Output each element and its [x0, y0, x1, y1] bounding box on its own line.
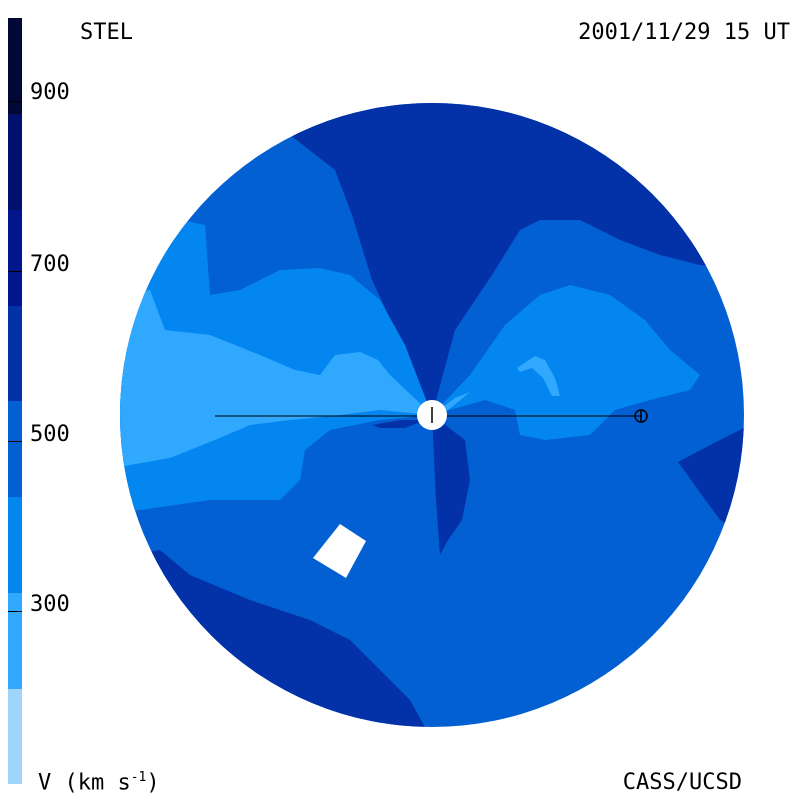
colorbar-tick-900: [8, 101, 22, 102]
colorbar-band: [8, 496, 22, 593]
speed-region-300-400-west: [120, 290, 432, 470]
speed-region-west-sliver: [372, 420, 425, 428]
colorbar-band: [8, 18, 22, 114]
speed-region-300-400-east: [517, 356, 560, 396]
colorbar-band: [8, 113, 22, 210]
units-label: V (km s-1): [38, 770, 160, 796]
colorbar-tick-700: [8, 271, 22, 272]
colorbar-tick-label-900: 900: [30, 80, 70, 105]
credit-label: CASS/UCSD: [622, 770, 742, 795]
colorbar-tick-500: [8, 441, 22, 442]
colorbar-tick-label-500: 500: [30, 422, 70, 447]
colorbar-band: [8, 401, 22, 497]
colorbar: [8, 18, 22, 785]
speed-region-400-500-east: [432, 285, 700, 440]
colorbar-band: [8, 209, 22, 306]
colorbar-tick-300: [8, 611, 22, 612]
colorbar-tick-label-700: 700: [30, 252, 70, 277]
colorbar-band: [8, 592, 22, 689]
earth-icon: [634, 409, 648, 423]
colorbar-band: [8, 305, 22, 402]
data-gap: [313, 524, 366, 578]
date-time-label: 2001/11/29 15 UT: [578, 20, 790, 45]
speed-region-streamer: [432, 415, 470, 555]
colorbar-band: [8, 688, 22, 785]
colorbar-tick-label-300: 300: [30, 592, 70, 617]
source-label: STEL: [80, 20, 133, 45]
